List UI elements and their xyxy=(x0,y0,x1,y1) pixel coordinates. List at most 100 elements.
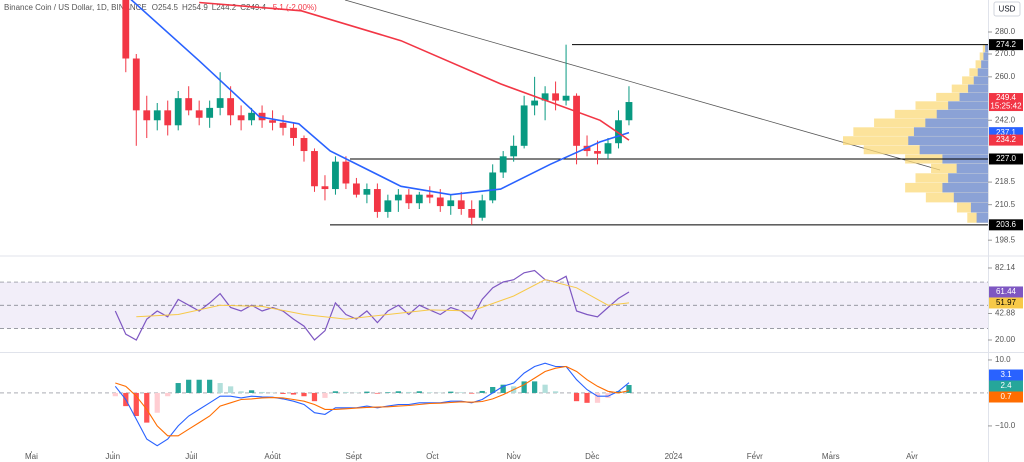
ohlc-label: -5.1 (-2.00%) xyxy=(270,3,317,12)
price-tag: 51.97 xyxy=(989,297,1023,309)
x-tick-label: Sept xyxy=(346,452,363,461)
candle-body xyxy=(625,102,633,121)
candle-body xyxy=(373,189,381,212)
tag-box xyxy=(989,39,1023,51)
tag-box xyxy=(989,93,1023,112)
price-tag: 274.2 xyxy=(989,39,1023,51)
candle-body xyxy=(562,95,570,101)
volume-profile-bar xyxy=(942,182,988,193)
x-tick-label: Juin xyxy=(105,452,120,461)
candle-body xyxy=(499,156,507,173)
tag-text: 61.44 xyxy=(996,287,1017,296)
tag-text: 2.4 xyxy=(1000,381,1012,390)
tag-box xyxy=(989,219,1023,231)
histogram-bar xyxy=(301,392,307,397)
histogram-bar xyxy=(532,381,538,393)
x-tick-label: Juil xyxy=(185,452,197,461)
volume-profile-bar xyxy=(959,92,988,102)
y-tick-label: 10.0 xyxy=(995,355,1011,364)
price-tag: 0.7 xyxy=(989,391,1023,403)
candle-body xyxy=(394,194,402,201)
candle-body xyxy=(122,0,130,59)
candle-body xyxy=(426,194,434,198)
histogram-bar xyxy=(112,392,118,397)
y-tick-label: 270.0 xyxy=(995,49,1016,58)
candle-body xyxy=(311,151,318,187)
volume-profile-bar xyxy=(948,173,988,183)
volume-profile-bar xyxy=(953,192,988,203)
tag-text: 3.1 xyxy=(1000,370,1012,379)
histogram-bar xyxy=(416,391,422,393)
x-tick-label: Déc xyxy=(585,452,599,461)
y-tick-label: 20.00 xyxy=(995,335,1016,344)
price-pane xyxy=(122,0,988,226)
candle-body xyxy=(216,98,224,108)
y-tick-label: 260.0 xyxy=(995,72,1016,81)
tag-box xyxy=(989,369,1023,381)
price-tag: 234.2 xyxy=(989,134,1023,146)
candle-body xyxy=(153,110,161,121)
x-tick-label: Févr xyxy=(747,452,763,461)
candle-body xyxy=(342,161,350,184)
price-tag: 227.0 xyxy=(989,153,1023,165)
price-tag: 2.4 xyxy=(989,380,1023,392)
histogram-bar xyxy=(615,391,622,393)
candle-body xyxy=(510,145,518,157)
volume-profile-bar xyxy=(968,84,988,93)
histogram-bar xyxy=(500,384,506,393)
macd-pane xyxy=(0,362,988,447)
tag-text: 0.7 xyxy=(1000,392,1012,401)
x-tick-label: Août xyxy=(264,452,281,461)
x-tick-label: 2024 xyxy=(665,452,683,461)
price-tag: 3.1 xyxy=(989,369,1023,381)
candle-body xyxy=(552,93,559,101)
histogram-bar xyxy=(479,390,485,393)
volume-profile-bar xyxy=(983,52,988,61)
histogram-bar xyxy=(196,379,202,393)
y-tick-label: 82.14 xyxy=(995,263,1016,272)
tag-text: 234.2 xyxy=(996,135,1017,144)
histogram-bar xyxy=(374,392,380,394)
histogram-bar xyxy=(395,391,401,393)
tag-box xyxy=(989,286,1023,298)
x-tick-label: Avr xyxy=(906,452,918,461)
candle-body xyxy=(363,189,371,195)
candle-body xyxy=(405,194,413,204)
y-tick-label: 218.5 xyxy=(995,177,1016,186)
candle-body xyxy=(489,172,497,201)
candle-body xyxy=(353,183,360,195)
trend-line xyxy=(344,0,941,171)
candle-body xyxy=(164,110,172,126)
histogram-bar xyxy=(490,386,496,393)
candle-body xyxy=(206,107,214,118)
y-tick-label: 210.5 xyxy=(995,200,1016,209)
tag-box xyxy=(989,391,1023,403)
candle-body xyxy=(384,200,392,212)
tag-box xyxy=(989,380,1023,392)
histogram-bar xyxy=(207,379,213,393)
candle-body xyxy=(248,112,255,121)
currency-box[interactable] xyxy=(993,1,1021,17)
volume-profile-bar xyxy=(913,127,988,136)
candle-body xyxy=(604,143,612,154)
price-tag: 237.1 xyxy=(989,127,1023,139)
histogram-bar xyxy=(542,384,548,393)
volume-profile-bar xyxy=(925,118,988,128)
histogram-bar xyxy=(385,392,391,393)
candle-body xyxy=(436,197,444,207)
histogram-bar xyxy=(165,392,171,397)
candle-body xyxy=(269,120,276,123)
candle-body xyxy=(415,194,423,204)
histogram-bar xyxy=(133,392,139,417)
tag-text: 237.1 xyxy=(996,128,1017,137)
candle-body xyxy=(457,200,465,209)
histogram-bar xyxy=(552,391,559,393)
candle-body xyxy=(279,122,287,128)
histogram-bar xyxy=(186,379,192,393)
candle-body xyxy=(300,138,308,152)
candle-body xyxy=(520,105,528,146)
candle-body xyxy=(615,120,622,144)
histogram-bar xyxy=(217,383,223,393)
